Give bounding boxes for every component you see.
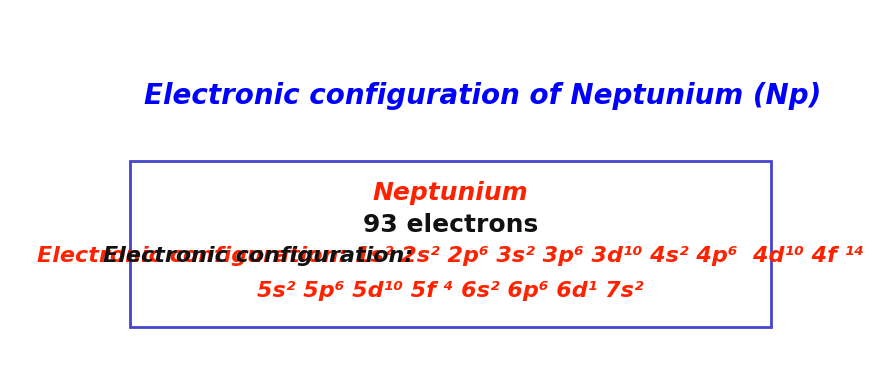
Text: Electronic configuration:: Electronic configuration: (0, 383, 1, 384)
Text: Neptunium: Neptunium (372, 180, 528, 205)
Text: Electronic configuration: 1s² 2s² 2p⁶ 3s² 3p⁶ 3d¹⁰ 4s² 4p⁶  4d¹⁰ 4f ¹⁴: Electronic configuration: 1s² 2s² 2p⁶ 3s… (37, 246, 863, 266)
FancyBboxPatch shape (130, 161, 770, 327)
Text: 93 electrons: 93 electrons (363, 213, 537, 237)
Text: 5s² 5p⁶ 5d¹⁰ 5f ⁴ 6s² 6p⁶ 6d¹ 7s²: 5s² 5p⁶ 5d¹⁰ 5f ⁴ 6s² 6p⁶ 6d¹ 7s² (257, 281, 643, 301)
Text: Electronic configuration:: Electronic configuration: (103, 246, 421, 266)
Text: Electronic configuration of Neptunium (Np): Electronic configuration of Neptunium (N… (144, 81, 820, 109)
